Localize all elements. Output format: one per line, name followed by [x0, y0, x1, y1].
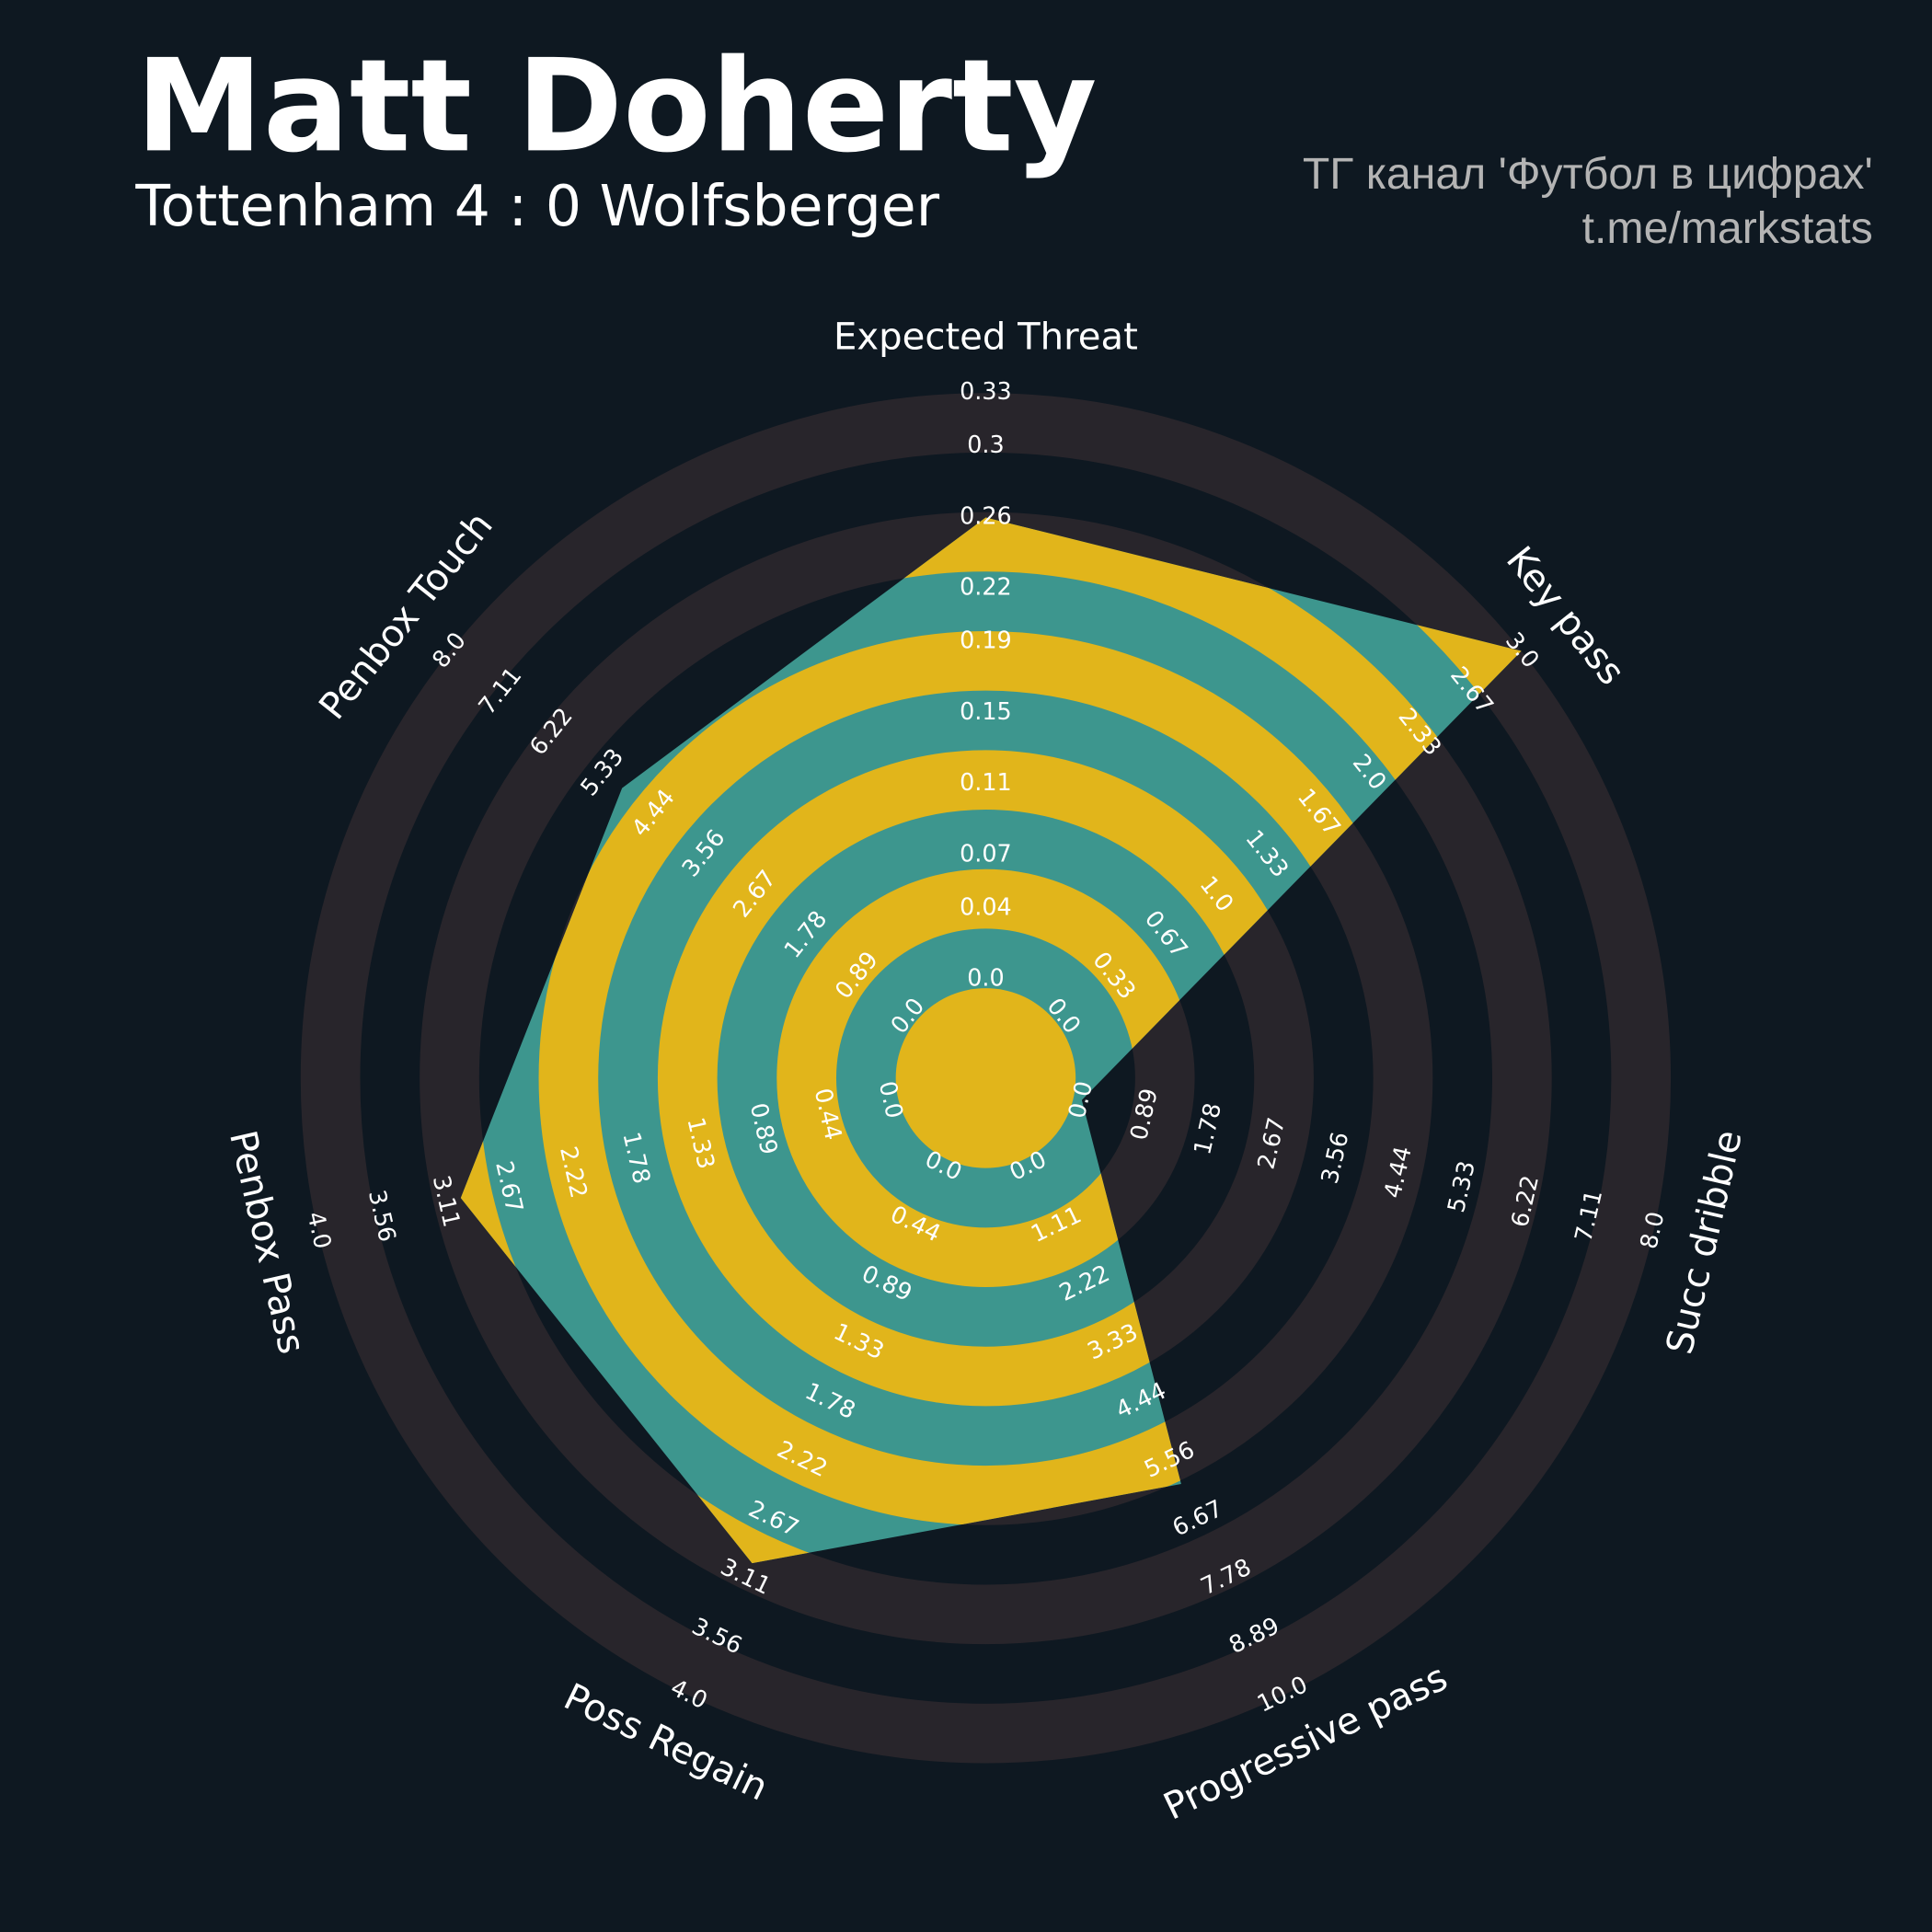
chart-subtitle: Tottenham 4 : 0 Wolfsberger: [134, 173, 939, 239]
ring-inside: [460, 517, 1522, 1564]
tick-label: 0.26: [960, 501, 1012, 529]
tick-label: 0.22: [960, 573, 1012, 601]
tick-label: 0.07: [960, 840, 1012, 868]
credit: ТГ канал 'Футбол в цифрах': [1303, 149, 1873, 199]
tick-label: 0.11: [960, 768, 1012, 796]
tick-label: 0.0: [967, 964, 1004, 992]
tick-label: 0.15: [960, 697, 1012, 725]
credit: t.me/markstats: [1582, 203, 1873, 253]
tick-label: 0.04: [960, 892, 1012, 920]
tick-label: 0.33: [960, 377, 1012, 405]
tick-label: 0.19: [960, 627, 1012, 654]
axis-name: Expected Threat: [834, 316, 1138, 358]
chart-title: Matt Doherty: [135, 31, 1097, 180]
center-circle-inside: [895, 988, 1076, 1168]
tick-label: 0.3: [967, 431, 1004, 458]
ring: [300, 393, 1672, 1764]
